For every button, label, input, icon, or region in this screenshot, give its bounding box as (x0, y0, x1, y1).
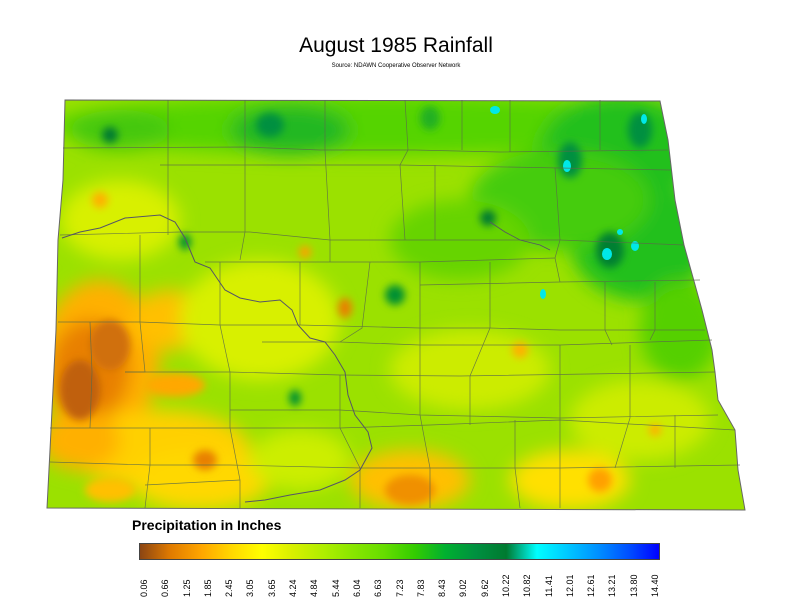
legend-tick-label: 5.44 (330, 579, 341, 597)
legend-tick-label: 3.65 (266, 579, 277, 597)
legend-tick-label: 9.02 (458, 579, 469, 597)
legend-tick-label: 13.21 (607, 574, 618, 597)
legend-title: Precipitation in Inches (132, 517, 282, 533)
map-subtitle: Source: NDAWN Cooperative Observer Netwo… (331, 63, 461, 69)
state-fill (47, 100, 745, 510)
legend-color-bar (139, 543, 660, 560)
legend-tick-label: 8.43 (437, 579, 448, 597)
legend-tick-label: 13.80 (628, 574, 639, 597)
legend-tick-label: 11.41 (543, 575, 554, 597)
legend-tick-label: 12.01 (564, 574, 575, 597)
legend-tick-label: 2.45 (224, 579, 235, 597)
legend-tick-label: 1.25 (181, 579, 192, 597)
legend-tick-label: 0.66 (160, 579, 171, 597)
county-boundaries (49, 99, 741, 509)
legend-tick-label: 9.62 (479, 579, 490, 597)
legend-tick-label: 12.61 (586, 574, 597, 597)
legend-tick-label: 14.40 (650, 574, 660, 597)
legend-tick-label: 3.05 (245, 579, 256, 597)
legend-tick-label: 4.24 (288, 579, 299, 597)
missouri-river (61, 214, 373, 503)
legend-tick-label: 10.82 (522, 574, 533, 597)
legend-tick-label: 4.84 (309, 579, 320, 597)
legend-tick-label: 6.63 (373, 579, 384, 597)
sheyenne-river (489, 221, 551, 251)
legend-tick-label: 6.04 (351, 579, 362, 597)
map-title: August 1985 Rainfall (299, 34, 493, 57)
legend-tick-label: 1.85 (202, 579, 213, 597)
legend-tick-label: 7.23 (394, 579, 405, 597)
legend-tick-label: 10.22 (500, 574, 511, 597)
legend-tick-label: 0.06 (139, 579, 149, 597)
legend-tick-label: 7.83 (415, 579, 426, 597)
